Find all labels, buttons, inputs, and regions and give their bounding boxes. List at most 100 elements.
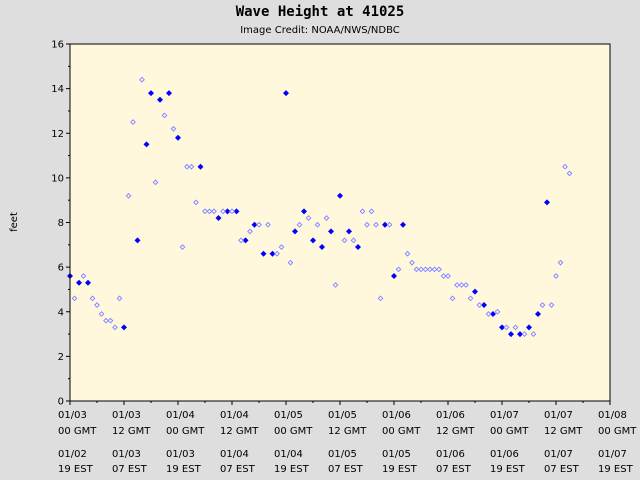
data-point-hourly (328, 228, 334, 235)
data-point-hourly (301, 208, 307, 215)
x-tick-date-gmt: 01/06 (382, 410, 411, 421)
data-point-half-hourly (548, 302, 555, 308)
x-tick-date-est: 01/06 (436, 449, 465, 460)
x-tick-time-est: 07 EST (220, 464, 256, 475)
data-point-half-hourly (422, 266, 429, 273)
x-tick-time-gmt: 00 GMT (490, 426, 529, 437)
data-point-half-hourly (89, 295, 96, 302)
x-tick-date-est: 01/04 (220, 449, 249, 460)
data-point-hourly (472, 288, 478, 295)
x-tick-date-est: 01/03 (112, 449, 141, 460)
data-point-hourly (233, 208, 240, 215)
data-point-half-hourly (476, 302, 483, 308)
data-point-half-hourly (220, 208, 226, 215)
x-tick-date-est: 01/02 (58, 449, 87, 460)
x-tick-time-est: 19 EST (58, 464, 94, 475)
data-point-half-hourly (314, 221, 321, 228)
data-point-half-hourly (431, 266, 438, 273)
data-point-half-hourly (436, 266, 442, 273)
x-tick-time-gmt: 12 GMT (112, 426, 151, 437)
x-tick-time-gmt: 00 GMT (382, 426, 421, 437)
data-point-half-hourly (440, 273, 447, 279)
data-point-hourly (346, 228, 352, 235)
data-point-half-hourly (94, 302, 100, 308)
x-tick-date-gmt: 01/08 (598, 410, 627, 421)
data-point-hourly (166, 90, 172, 97)
data-point-hourly (337, 192, 343, 199)
data-point-hourly (526, 324, 532, 331)
data-point-half-hourly (184, 163, 190, 170)
y-tick-label: 0 (58, 397, 64, 408)
x-tick-time-est: 07 EST (544, 464, 580, 475)
data-point-half-hourly (247, 228, 253, 235)
y-tick-label: 16 (51, 40, 64, 51)
x-tick-time-gmt: 00 GMT (166, 426, 205, 437)
data-point-hourly (517, 331, 523, 338)
y-tick-label: 8 (58, 218, 64, 229)
chart-title: Wave Height at 41025 (235, 4, 405, 20)
data-point-half-hourly (188, 163, 195, 170)
data-point-hourly (260, 250, 267, 257)
x-tick-date-gmt: 01/03 (112, 410, 141, 421)
data-point-half-hourly (193, 199, 199, 206)
data-point-half-hourly (359, 208, 366, 215)
data-point-half-hourly (418, 266, 424, 273)
data-point-half-hourly (179, 244, 186, 250)
y-tick-label: 12 (51, 129, 64, 140)
data-point-half-hourly (305, 215, 312, 221)
data-point-half-hourly (202, 208, 208, 215)
data-point-hourly (292, 228, 298, 235)
data-point-half-hourly (377, 295, 384, 302)
y-tick-label: 10 (51, 173, 64, 184)
data-point-half-hourly (206, 208, 213, 215)
data-point-half-hourly (341, 237, 348, 244)
x-tick-time-gmt: 00 GMT (274, 426, 313, 437)
data-point-hourly (121, 324, 127, 331)
data-point-hourly (310, 237, 316, 244)
plot-frame (69, 43, 611, 402)
chart-subtitle: Image Credit: NOAA/NWS/NDBC (240, 25, 400, 36)
data-point-half-hourly (539, 302, 546, 308)
data-point-hourly (197, 163, 204, 170)
data-point-half-hourly (80, 273, 87, 279)
data-point-half-hourly (107, 317, 114, 324)
data-point-half-hourly (566, 170, 573, 177)
x-tick-date-est: 01/03 (166, 449, 195, 460)
data-point-hourly (544, 199, 550, 206)
data-point-half-hourly (562, 163, 568, 170)
x-tick-time-gmt: 12 GMT (328, 426, 367, 437)
data-point-half-hourly (557, 259, 564, 266)
data-point-half-hourly (278, 244, 285, 250)
x-tick-time-gmt: 12 GMT (544, 426, 583, 437)
data-point-hourly (148, 90, 154, 97)
x-tick-date-est: 01/05 (382, 449, 411, 460)
data-point-half-hourly (512, 324, 519, 331)
data-point-half-hourly (404, 250, 411, 257)
data-point-half-hourly (112, 324, 118, 331)
data-point-half-hourly (103, 317, 109, 324)
data-point-half-hourly (427, 266, 433, 273)
data-point-half-hourly (454, 282, 460, 288)
x-tick-date-gmt: 01/06 (436, 410, 465, 421)
data-point-hourly (382, 221, 388, 228)
data-point-hourly (400, 221, 406, 228)
data-point-half-hourly (395, 266, 402, 273)
data-point-half-hourly (373, 221, 379, 228)
data-point-hourly (224, 208, 231, 215)
x-tick-time-gmt: 12 GMT (220, 426, 259, 437)
x-tick-time-est: 19 EST (382, 464, 418, 475)
x-tick-time-gmt: 00 GMT (598, 426, 637, 437)
data-point-hourly (490, 310, 496, 317)
data-point-half-hourly (364, 221, 370, 228)
data-point-hourly (143, 141, 150, 148)
y-tick-label: 2 (58, 352, 64, 363)
data-point-hourly (251, 221, 258, 228)
x-tick-date-gmt: 01/07 (544, 410, 573, 421)
data-point-half-hourly (463, 282, 469, 288)
x-tick-time-est: 19 EST (166, 464, 202, 475)
data-point-hourly (85, 279, 91, 286)
data-point-half-hourly (211, 208, 217, 215)
data-point-half-hourly (413, 266, 420, 273)
x-tick-date-gmt: 01/05 (274, 410, 303, 421)
